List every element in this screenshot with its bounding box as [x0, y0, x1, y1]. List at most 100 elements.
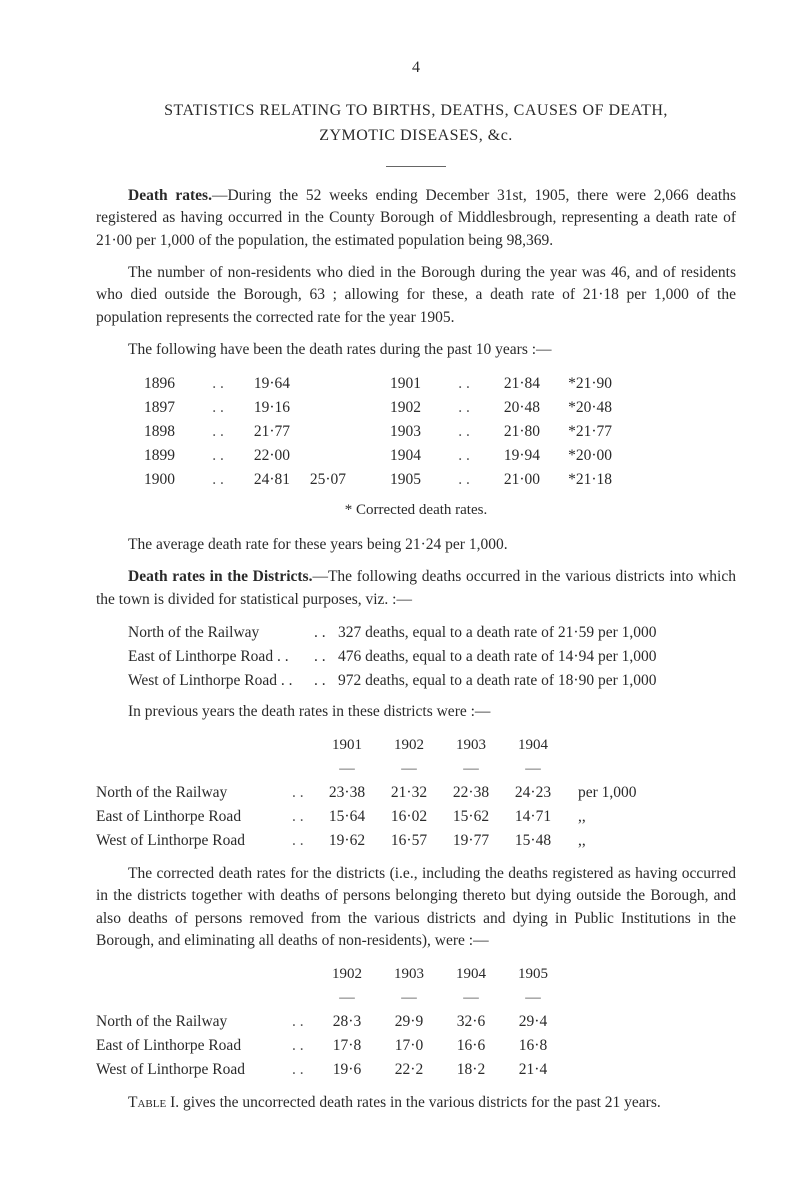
- dash: —: [316, 986, 378, 1010]
- dots: . .: [202, 444, 234, 468]
- stat-year-header: 1904: [502, 734, 564, 757]
- dash: —: [316, 757, 378, 781]
- paragraph-corrected-districts: The corrected death rates for the distri…: [96, 863, 736, 953]
- dash: —: [502, 986, 564, 1010]
- district-text: 327 deaths, equal to a death rate of 21·…: [338, 621, 736, 645]
- stat-dash-row: ————: [96, 757, 736, 781]
- title-divider: [386, 166, 446, 167]
- stat-row-label: East of Linthorpe Road: [96, 805, 292, 829]
- paragraph-average-rate: The average death rate for these years b…: [96, 534, 736, 556]
- stat-year-header: 1904: [440, 963, 502, 986]
- district-label: West of Linthorpe Road . .: [128, 669, 314, 693]
- stat-value: 32·6: [440, 1010, 502, 1034]
- stat-value: 22·38: [440, 781, 502, 805]
- district-rates-table-1: 1901190219031904————North of the Railway…: [96, 734, 736, 853]
- stat-row-label: North of the Railway: [96, 781, 292, 805]
- section-title-line2: ZYMOTIC DISEASES, &c.: [96, 124, 736, 147]
- stat-tail: per 1,000: [564, 781, 736, 805]
- year-left: 1899: [144, 444, 202, 468]
- year-right: 1901: [390, 372, 448, 396]
- stat-data-row: North of the Railway. .23·3821·3222·3824…: [96, 781, 736, 805]
- year-rate-row: 1896. .19·641901. .21·84*21·90: [144, 372, 736, 396]
- rate-right: 21·80: [480, 420, 540, 444]
- year-left: 1900: [144, 468, 202, 492]
- year-right: 1902: [390, 396, 448, 420]
- year-right: 1904: [390, 444, 448, 468]
- rate-left-extra: [290, 420, 346, 444]
- district-death-row: East of Linthorpe Road . .. .476 deaths,…: [128, 645, 736, 669]
- stat-data-row: West of Linthorpe Road. .19·6216·5719·77…: [96, 829, 736, 853]
- rate-left: 24·81: [234, 468, 290, 492]
- rate-left-extra: 25·07: [290, 468, 346, 492]
- stat-value: 22·2: [378, 1058, 440, 1082]
- dots: . .: [202, 372, 234, 396]
- district-deaths-list: North of the Railway. .327 deaths, equal…: [128, 621, 736, 693]
- stat-value: 19·77: [440, 829, 502, 853]
- rate-right: 20·48: [480, 396, 540, 420]
- dots: . .: [292, 805, 316, 829]
- stat-value: 18·2: [440, 1058, 502, 1082]
- dash: —: [378, 986, 440, 1010]
- stat-header-row: 1901190219031904: [96, 734, 736, 757]
- stat-year-header: 1902: [378, 734, 440, 757]
- table-ref-body: I. gives the uncorrected death rates in …: [166, 1094, 661, 1111]
- dots: . .: [202, 420, 234, 444]
- dots: . .: [292, 1034, 316, 1058]
- dots: . .: [202, 468, 234, 492]
- death-rates-heading: Death rates.: [128, 187, 212, 204]
- stat-data-row: East of Linthorpe Road. .17·817·016·616·…: [96, 1034, 736, 1058]
- district-text: 476 deaths, equal to a death rate of 14·…: [338, 645, 736, 669]
- stat-year-header: 1905: [502, 963, 564, 986]
- corrected-rates-footnote: * Corrected death rates.: [96, 500, 736, 522]
- dots: . .: [292, 781, 316, 805]
- rate-left-extra: [290, 444, 346, 468]
- stat-value: 19·62: [316, 829, 378, 853]
- dots: . .: [448, 444, 480, 468]
- year-rate-row: 1900. .24·8125·071905. .21·00*21·18: [144, 468, 736, 492]
- rate-left: 19·64: [234, 372, 290, 396]
- rate-left-extra: [290, 396, 346, 420]
- district-text: 972 deaths, equal to a death rate of 18·…: [338, 669, 736, 693]
- stat-year-header: 1903: [378, 963, 440, 986]
- year-right: 1905: [390, 468, 448, 492]
- rate-right: 21·00: [480, 468, 540, 492]
- rate-corrected: *20·48: [540, 396, 612, 420]
- dots: . .: [314, 621, 338, 645]
- districts-heading: Death rates in the Districts.: [128, 568, 312, 585]
- dots: . .: [314, 669, 338, 693]
- stat-data-row: East of Linthorpe Road. .15·6416·0215·62…: [96, 805, 736, 829]
- stat-year-header: 1901: [316, 734, 378, 757]
- stat-value: 15·62: [440, 805, 502, 829]
- year-rate-row: 1897. .19·161902. .20·48*20·48: [144, 396, 736, 420]
- stat-value: 16·57: [378, 829, 440, 853]
- dots: . .: [202, 396, 234, 420]
- stat-value: 29·9: [378, 1010, 440, 1034]
- stat-dash-row: ————: [96, 986, 736, 1010]
- stat-row-label: North of the Railway: [96, 1010, 292, 1034]
- dots: . .: [448, 396, 480, 420]
- stat-value: 23·38: [316, 781, 378, 805]
- dots: . .: [292, 829, 316, 853]
- stat-year-header: 1902: [316, 963, 378, 986]
- page-number: 4: [96, 56, 736, 79]
- stat-value: 28·3: [316, 1010, 378, 1034]
- stat-value: 19·6: [316, 1058, 378, 1082]
- paragraph-tenyears-intro: The following have been the death rates …: [96, 339, 736, 361]
- stat-value: 14·71: [502, 805, 564, 829]
- stat-tail: ,,: [564, 829, 736, 853]
- section-title-line1: STATISTICS RELATING TO BIRTHS, DEATHS, C…: [96, 99, 736, 122]
- dots: . .: [448, 420, 480, 444]
- dots: . .: [448, 468, 480, 492]
- stat-value: 16·02: [378, 805, 440, 829]
- ten-year-rates-table: 1896. .19·641901. .21·84*21·901897. .19·…: [144, 372, 736, 492]
- dots: . .: [448, 372, 480, 396]
- stat-value: 15·48: [502, 829, 564, 853]
- stat-value: 16·6: [440, 1034, 502, 1058]
- dash: —: [440, 757, 502, 781]
- table-label-smallcaps: Table: [128, 1094, 166, 1111]
- dots: . .: [314, 645, 338, 669]
- year-left: 1896: [144, 372, 202, 396]
- paragraph-previous-years: In previous years the death rates in the…: [96, 701, 736, 723]
- stat-year-header: 1903: [440, 734, 502, 757]
- paragraph-death-rates: Death rates.—During the 52 weeks ending …: [96, 185, 736, 252]
